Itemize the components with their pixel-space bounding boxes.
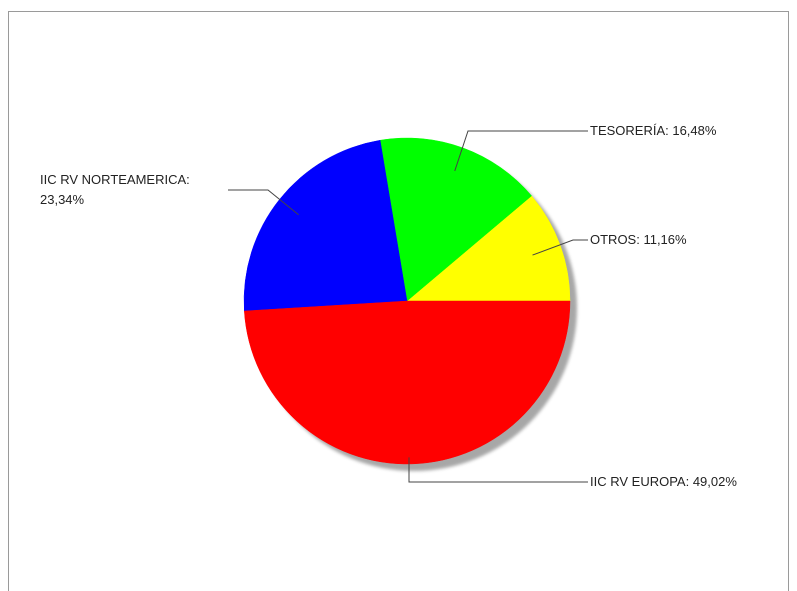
pie-slice-1 (379, 137, 532, 302)
slice-label-2: IIC RV NORTEAMERICA: (40, 172, 190, 187)
slice-label-2-line1: 23,34% (40, 192, 85, 207)
slice-label-3: IIC RV EUROPA: 49,02% (590, 474, 737, 489)
leader-line-2 (228, 189, 299, 216)
leader-line-0 (532, 239, 588, 256)
slice-label-0: OTROS: 11,16% (590, 232, 687, 247)
pie-slice-2 (243, 139, 408, 312)
leader-line-3 (408, 457, 588, 483)
leader-line-1 (454, 130, 588, 172)
pie-slice-3 (244, 300, 571, 465)
slice-label-1: TESORERÍA: 16,48% (590, 123, 717, 138)
